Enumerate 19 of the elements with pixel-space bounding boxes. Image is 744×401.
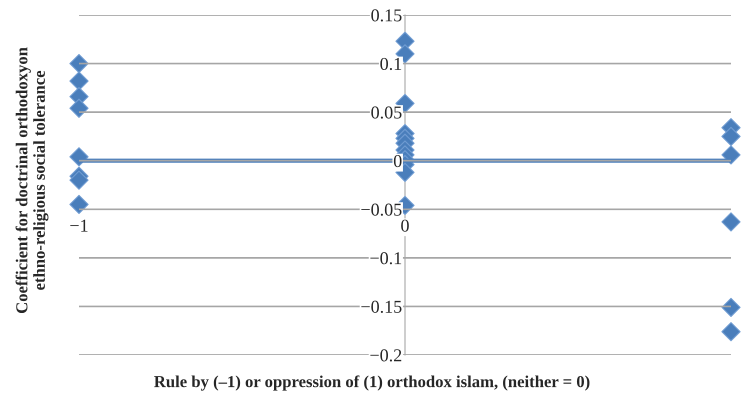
point xyxy=(721,322,741,342)
point xyxy=(69,170,89,190)
y-tick-label: −0.1 xyxy=(370,252,402,264)
y-tick-label: 0 xyxy=(394,154,402,168)
y-tick-label: −0.05 xyxy=(361,204,402,216)
point xyxy=(69,194,89,214)
point xyxy=(721,212,741,232)
point xyxy=(721,298,741,318)
point xyxy=(69,98,89,118)
y-tick-label: 0.15 xyxy=(371,9,402,22)
point xyxy=(69,71,89,91)
y-tick-label: −0.15 xyxy=(361,300,402,313)
y-tick-label: −0.2 xyxy=(370,349,402,362)
y-axis-title: Coefficient for doctrinal orthodoxyon ethno-religious social tolerance xyxy=(16,47,48,314)
x-tick-label: −1 xyxy=(70,220,88,232)
y-tick-label: 0.05 xyxy=(371,106,402,119)
x-axis-title: Rule by (–1) or oppression of (1) orthodox islam, (neither = 0) xyxy=(154,375,590,391)
point xyxy=(721,126,741,146)
y-tick-label: 0.1 xyxy=(380,58,402,70)
